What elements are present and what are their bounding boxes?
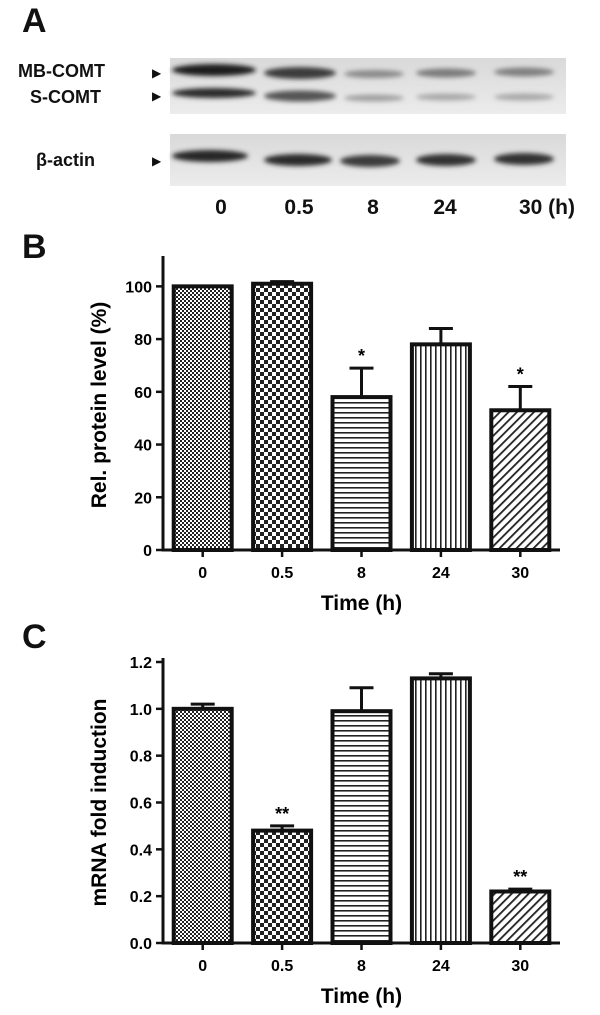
bar-0.5 bbox=[251, 281, 314, 553]
panel-c-letter: C bbox=[22, 618, 47, 656]
y-tick-label: 60 bbox=[134, 385, 152, 402]
panel-a-letter: A bbox=[22, 2, 47, 40]
bar-30 bbox=[489, 889, 552, 946]
y-tick-label: 40 bbox=[134, 438, 152, 455]
bar-0 bbox=[171, 284, 234, 552]
y-tick-label: 0.2 bbox=[130, 889, 152, 906]
y-tick-label: 0 bbox=[143, 543, 152, 560]
significance-marker: * bbox=[517, 365, 524, 385]
bar-8 bbox=[330, 709, 393, 945]
x-tick-label: 8 bbox=[357, 958, 366, 975]
bar-24 bbox=[409, 342, 472, 553]
x-axis-label: Time (h) bbox=[321, 985, 402, 1008]
y-tick-label: 100 bbox=[125, 279, 152, 296]
x-tick-label: 30 bbox=[511, 958, 529, 975]
y-tick-label: 1.0 bbox=[130, 702, 152, 719]
x-axis-label: Time (h) bbox=[321, 592, 402, 615]
blot-lane-30h: 30 (h) bbox=[518, 196, 575, 219]
bar-0 bbox=[171, 706, 234, 946]
blot-lane-8: 8 bbox=[367, 196, 379, 219]
blot-lane-24: 24 bbox=[433, 196, 457, 219]
arrow-beta-actin-icon: ▶ bbox=[152, 154, 162, 168]
blot-label-s-comt: S-COMT bbox=[30, 87, 101, 107]
significance-marker: ** bbox=[513, 867, 527, 887]
bar-0.5 bbox=[251, 828, 314, 946]
significance-marker: ** bbox=[275, 804, 289, 824]
y-tick-label: 20 bbox=[134, 490, 152, 507]
x-tick-label: 24 bbox=[432, 958, 450, 975]
bar-24 bbox=[409, 676, 472, 946]
mrna-induction-chart: 0.0 0.2 0.4 0.6 0.8 1.0 1.2 0 0.5 ** 8 24 30 ** Time (… bbox=[88, 655, 560, 1008]
protein-level-chart: 0 20 40 60 80 100 0 0.5 8 * 24 30 * Time (h) Rel. prot… bbox=[88, 256, 560, 615]
x-tick-label: 8 bbox=[357, 565, 366, 582]
x-tick-label: 30 bbox=[511, 565, 529, 582]
panel-b-letter: B bbox=[22, 228, 47, 266]
bar-30 bbox=[489, 408, 552, 552]
y-axis-label: Rel. protein level (%) bbox=[88, 302, 111, 509]
arrow-mb-comt-icon: ▶ bbox=[152, 66, 162, 80]
x-tick-label: 0 bbox=[198, 565, 207, 582]
y-axis-label: mRNA fold induction bbox=[88, 698, 111, 906]
bar-8 bbox=[330, 395, 393, 552]
y-tick-label: 0.4 bbox=[130, 842, 152, 859]
y-tick-label: 0.6 bbox=[130, 796, 152, 813]
x-tick-label: 24 bbox=[432, 565, 450, 582]
significance-marker: * bbox=[358, 346, 365, 366]
y-tick-label: 80 bbox=[134, 332, 152, 349]
y-tick-label: 0.8 bbox=[130, 749, 152, 766]
y-tick-label: 1.2 bbox=[130, 655, 152, 672]
arrow-s-comt-icon: ▶ bbox=[152, 89, 162, 103]
blot-lane-0-5: 0.5 bbox=[284, 196, 314, 219]
x-tick-label: 0.5 bbox=[271, 958, 293, 975]
x-tick-label: 0 bbox=[198, 958, 207, 975]
blot-lane-0: 0 bbox=[215, 196, 227, 219]
y-tick-label: 0.0 bbox=[130, 936, 152, 953]
blot-label-mb-comt: MB-COMT bbox=[18, 61, 105, 81]
x-tick-label: 0.5 bbox=[271, 565, 293, 582]
blot-label-beta-actin: β-actin bbox=[36, 150, 95, 170]
western-blot-image bbox=[170, 58, 566, 186]
